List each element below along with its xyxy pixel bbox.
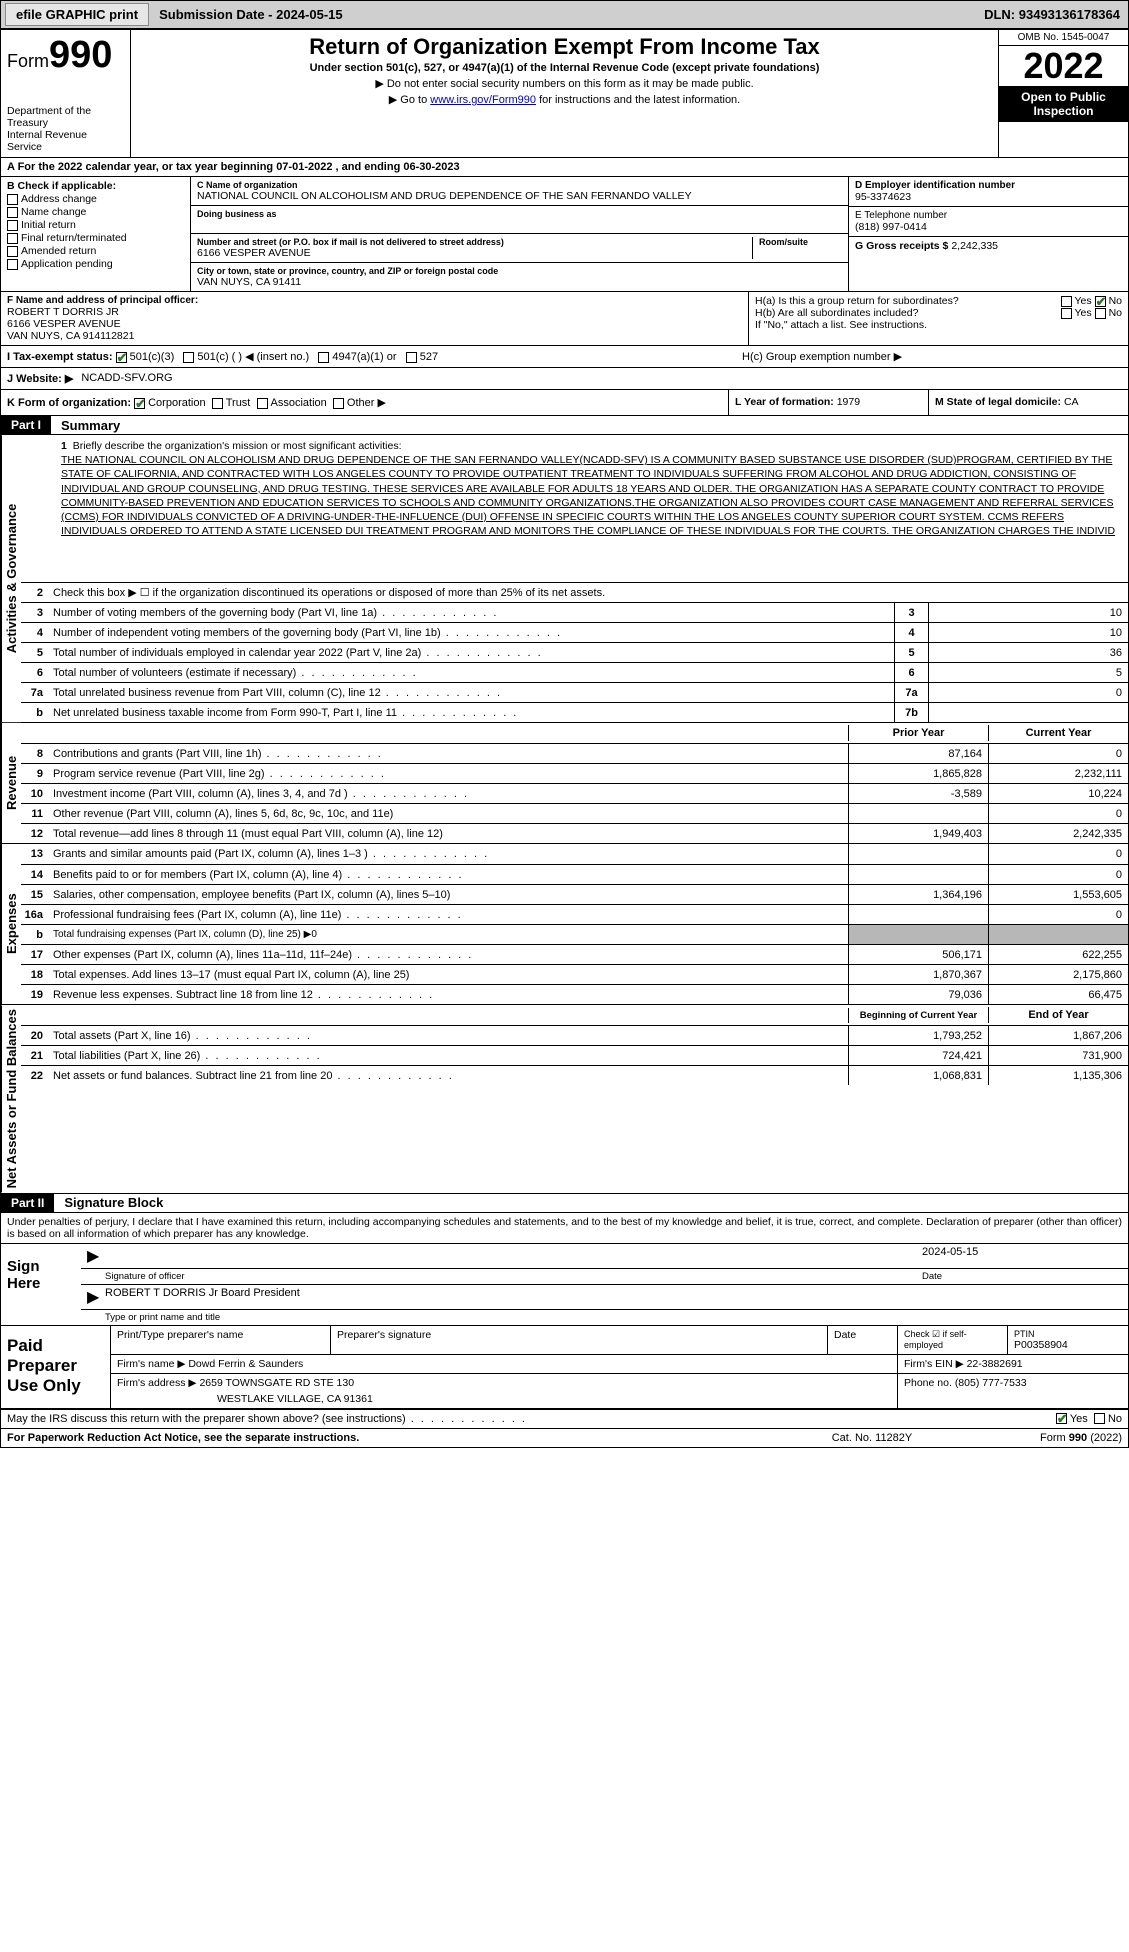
form-subtitle: Under section 501(c), 527, or 4947(a)(1)… [139, 62, 990, 74]
top-toolbar: efile GRAPHIC print Submission Date - 20… [0, 0, 1129, 29]
form-footer: Form 990 (2022) [972, 1432, 1122, 1444]
officer-name: ROBERT T DORRIS JR [7, 306, 742, 318]
mission-text: THE NATIONAL COUNCIL ON ALCOHOLISM AND D… [61, 453, 1120, 538]
part-2-title: Signature Block [54, 1195, 163, 1210]
box-d-e-g: D Employer identification number 95-3374… [848, 177, 1128, 291]
dln-label: DLN: 93493136178364 [984, 7, 1128, 22]
telephone: (818) 997-0414 [855, 221, 1122, 233]
sign-here-label: Sign Here [1, 1244, 81, 1325]
vtab-expenses: Expenses [1, 844, 21, 1004]
officer-sign-name: ROBERT T DORRIS Jr Board President [105, 1287, 1122, 1307]
street-address: 6166 VESPER AVENUE [197, 247, 311, 259]
part-2-tag: Part II [1, 1194, 54, 1212]
part-1-title: Summary [51, 418, 120, 433]
irs-label: Internal Revenue Service [7, 129, 124, 153]
penalties-text: Under penalties of perjury, I declare th… [1, 1213, 1128, 1244]
box-c: C Name of organization NATIONAL COUNCIL … [191, 177, 848, 291]
firm-ein: 22-3882691 [967, 1358, 1023, 1370]
period-line: A For the 2022 calendar year, or tax yea… [1, 158, 1128, 177]
submission-date-label: Submission Date - 2024-05-15 [153, 4, 349, 25]
paid-preparer-label: Paid Preparer Use Only [1, 1326, 111, 1408]
city-state-zip: VAN NUYS, CA 91411 [197, 276, 842, 288]
website: NCADD-SFV.ORG [81, 372, 172, 385]
vtab-netassets: Net Assets or Fund Balances [1, 1005, 21, 1192]
efile-print-button[interactable]: efile GRAPHIC print [5, 3, 149, 26]
paperwork-notice: For Paperwork Reduction Act Notice, see … [7, 1432, 772, 1444]
part-1-tag: Part I [1, 416, 51, 434]
dept-treasury: Department of the Treasury [7, 105, 124, 129]
org-name: NATIONAL COUNCIL ON ALCOHOLISM AND DRUG … [197, 190, 842, 202]
ein: 95-3374623 [855, 191, 1122, 203]
firm-name: Dowd Ferrin & Saunders [188, 1358, 303, 1370]
form990-link[interactable]: www.irs.gov/Form990 [430, 94, 536, 106]
gross-receipts: 2,242,335 [951, 240, 998, 252]
goto-note: ▶ Go to www.irs.gov/Form990 for instruct… [139, 93, 990, 106]
vtab-revenue: Revenue [1, 723, 21, 843]
box-b: B Check if applicable: Address change Na… [1, 177, 191, 291]
arrow-icon: ▶ [87, 1287, 105, 1307]
preparer-phone: (805) 777-7533 [955, 1377, 1027, 1389]
tax-year: 2022 [999, 46, 1128, 86]
form-990: Form990 Department of the Treasury Inter… [0, 29, 1129, 1448]
form-number: Form990 [7, 34, 124, 77]
cat-number: Cat. No. 11282Y [772, 1432, 972, 1444]
vtab-activities: Activities & Governance [1, 435, 21, 722]
ssn-note: ▶ Do not enter social security numbers o… [139, 77, 990, 90]
arrow-icon: ▶ [87, 1246, 105, 1266]
omb-number: OMB No. 1545-0047 [999, 30, 1128, 46]
ptin: P00358904 [1014, 1339, 1122, 1351]
form-title: Return of Organization Exempt From Incom… [139, 34, 990, 60]
open-public-badge: Open to Public Inspection [999, 86, 1128, 122]
